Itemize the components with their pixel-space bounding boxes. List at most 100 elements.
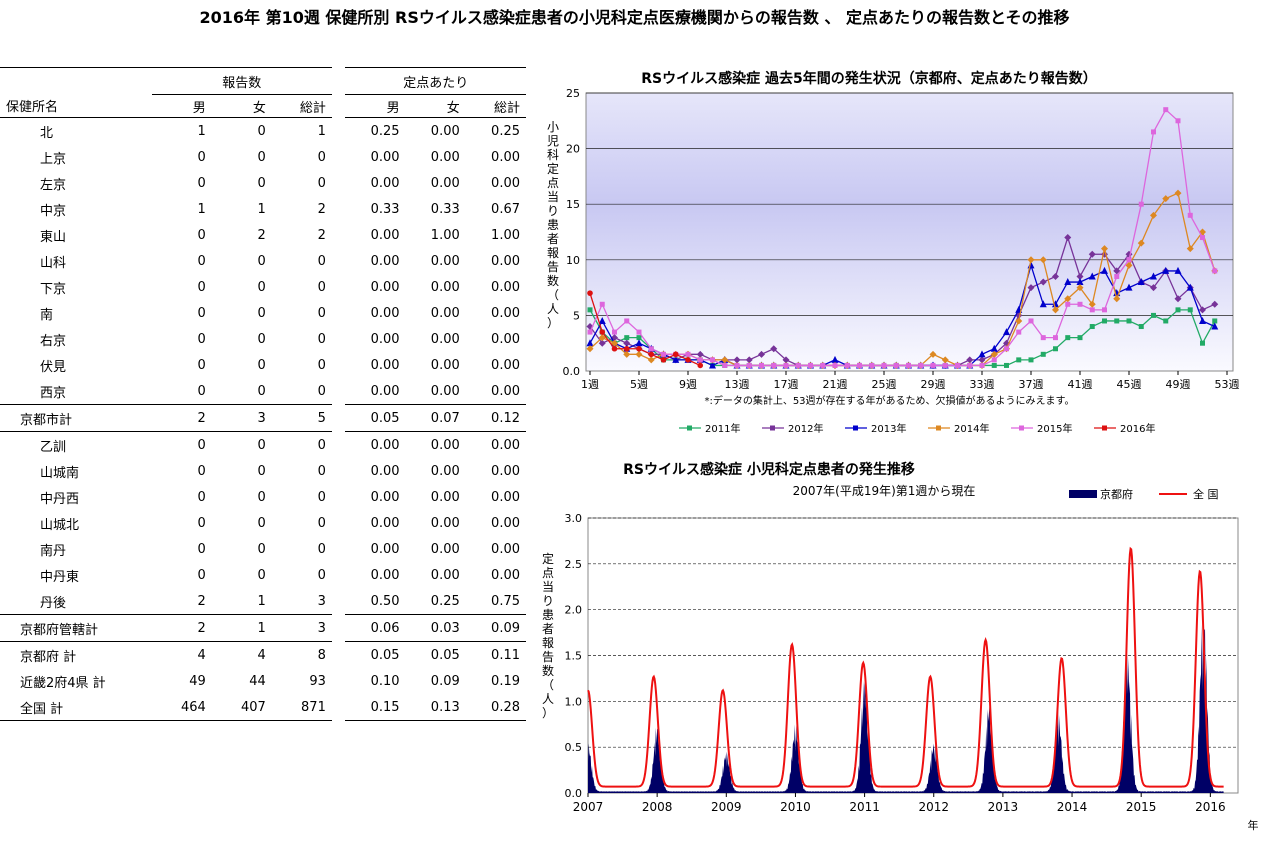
y-axis-label-char: 告 [547, 260, 559, 274]
chart2-title: RSウイルス感染症 小児科定点患者の発生推移 [623, 461, 915, 478]
rate-cell: 0.00 [430, 123, 460, 139]
data-point [1212, 318, 1218, 324]
data-point [1089, 324, 1095, 330]
rate-cell: 0.06 [345, 614, 406, 642]
data-point [1065, 301, 1071, 307]
data-point [831, 355, 839, 363]
row-name: 上京 [40, 151, 67, 167]
x-tick-label: 2007 [573, 800, 604, 814]
y-axis-label-char: 数 [542, 663, 554, 678]
count-cell: 0 [257, 331, 266, 347]
count-cell: 0 [197, 567, 206, 583]
data-point [1137, 278, 1145, 286]
rate-cell: 0.05 [430, 647, 460, 663]
count-cell: 0 [257, 515, 266, 531]
chart1-title: RSウイルス感染症 過去5年間の発生状況（京都府、定点あたり報告数） [641, 70, 1096, 87]
count-cell: 871 [271, 694, 332, 721]
column-header: 男 [151, 94, 212, 118]
data-point [636, 335, 642, 341]
data-point [942, 362, 948, 368]
data-point [733, 356, 741, 364]
table-row: 中丹西 0 0 0 0.00 0.00 0.00 [0, 484, 526, 510]
y-axis-label-char: 科 [547, 148, 559, 162]
table-cell [332, 144, 346, 170]
x-tick-label: 2010 [780, 800, 811, 814]
report-table: 報告数 定点あたり 保健所名男女総計男女総計北 1 0 1 0.25 0.00 0.25 上京 0 0… [0, 67, 526, 721]
x-tick-label: 2016 [1195, 800, 1226, 814]
x-tick-label: 37週 [1019, 378, 1044, 391]
legend-label: 京都府 [1100, 487, 1133, 501]
count-cell: 0 [317, 305, 326, 321]
data-point [978, 350, 986, 358]
rate-cell: 0.00 [430, 279, 460, 295]
y-axis-label-char: 人 [547, 302, 559, 316]
rate-cell: 0.00 [491, 567, 520, 583]
count-cell: 0 [257, 123, 266, 139]
data-point [770, 345, 778, 353]
y-axis-label-char: 児 [547, 134, 559, 148]
table-row: 全国 計 464 407 871 0.15 0.13 0.28 [0, 694, 526, 721]
y-axis-label-char: ） [547, 316, 559, 330]
data-point [782, 356, 790, 364]
data-point [587, 290, 593, 296]
rate-cell: 0.25 [370, 123, 400, 139]
table-cell [332, 405, 346, 432]
count-cell: 3 [211, 404, 272, 432]
rate-cell: 0.00 [370, 437, 400, 453]
weekly-chart: RSウイルス感染症 過去5年間の発生状況（京都府、定点あたり報告数） 0.0 5 10… [547, 70, 1240, 435]
data-point [1163, 107, 1169, 113]
y-axis-label-char: 当 [542, 580, 554, 594]
data-point [1039, 256, 1047, 264]
data-point [1163, 318, 1169, 324]
count-cell: 0 [317, 279, 326, 295]
data-point [1088, 272, 1096, 280]
data-point [685, 351, 691, 357]
row-name: 山城南 [40, 465, 80, 481]
table-cell [332, 536, 346, 562]
table-header-group: 報告数 定点あたり [0, 67, 526, 95]
rate-cell: 0.00 [370, 149, 400, 165]
y-axis-label-char: 人 [542, 692, 554, 706]
data-point [1199, 306, 1206, 314]
data-point [1040, 335, 1046, 341]
y-axis-label-char: 数 [547, 273, 559, 288]
count-cell: 0 [317, 331, 326, 347]
rate-cell: 0.00 [430, 489, 460, 505]
table-cell [332, 300, 346, 326]
chart2-subtitle: 2007年(平成19年)第1週から現在 [793, 484, 976, 498]
count-cell: 93 [309, 673, 326, 689]
row-name: 南丹 [40, 543, 67, 559]
data-point [1076, 284, 1084, 292]
table-row: 下京 0 0 0 0.00 0.00 0.00 [0, 274, 526, 300]
data-point [1175, 307, 1181, 313]
data-point [586, 345, 594, 353]
row-name: 乙訓 [40, 439, 67, 455]
data-point [1114, 318, 1120, 324]
rate-cell: 0.00 [370, 253, 400, 269]
data-point [635, 350, 643, 358]
y-axis-label-char: 当 [547, 190, 559, 204]
data-point [1162, 195, 1170, 203]
legend-marker [770, 425, 775, 431]
table-cell [0, 67, 152, 95]
count-cell: 0 [317, 175, 326, 191]
column-header: 女 [211, 94, 272, 118]
count-cell: 4 [257, 647, 266, 663]
rate-cell: 0.11 [491, 647, 520, 663]
rate-cell: 0.00 [491, 305, 520, 321]
rate-cell: 0.00 [491, 149, 520, 165]
row-name: 右京 [40, 333, 67, 349]
data-point [635, 339, 643, 347]
y-tick-label: 25 [566, 87, 580, 100]
data-point [1200, 340, 1205, 346]
table-cell [332, 274, 346, 300]
data-point [722, 362, 728, 368]
count-cell: 2 [151, 614, 212, 642]
rate-cell: 0.00 [491, 515, 520, 531]
data-point [1211, 322, 1219, 330]
data-point [857, 362, 862, 368]
rate-cell: 0.00 [465, 378, 526, 405]
data-point [1016, 357, 1022, 363]
rate-cell: 0.00 [370, 515, 400, 531]
y-axis-label-char: り [547, 204, 559, 218]
